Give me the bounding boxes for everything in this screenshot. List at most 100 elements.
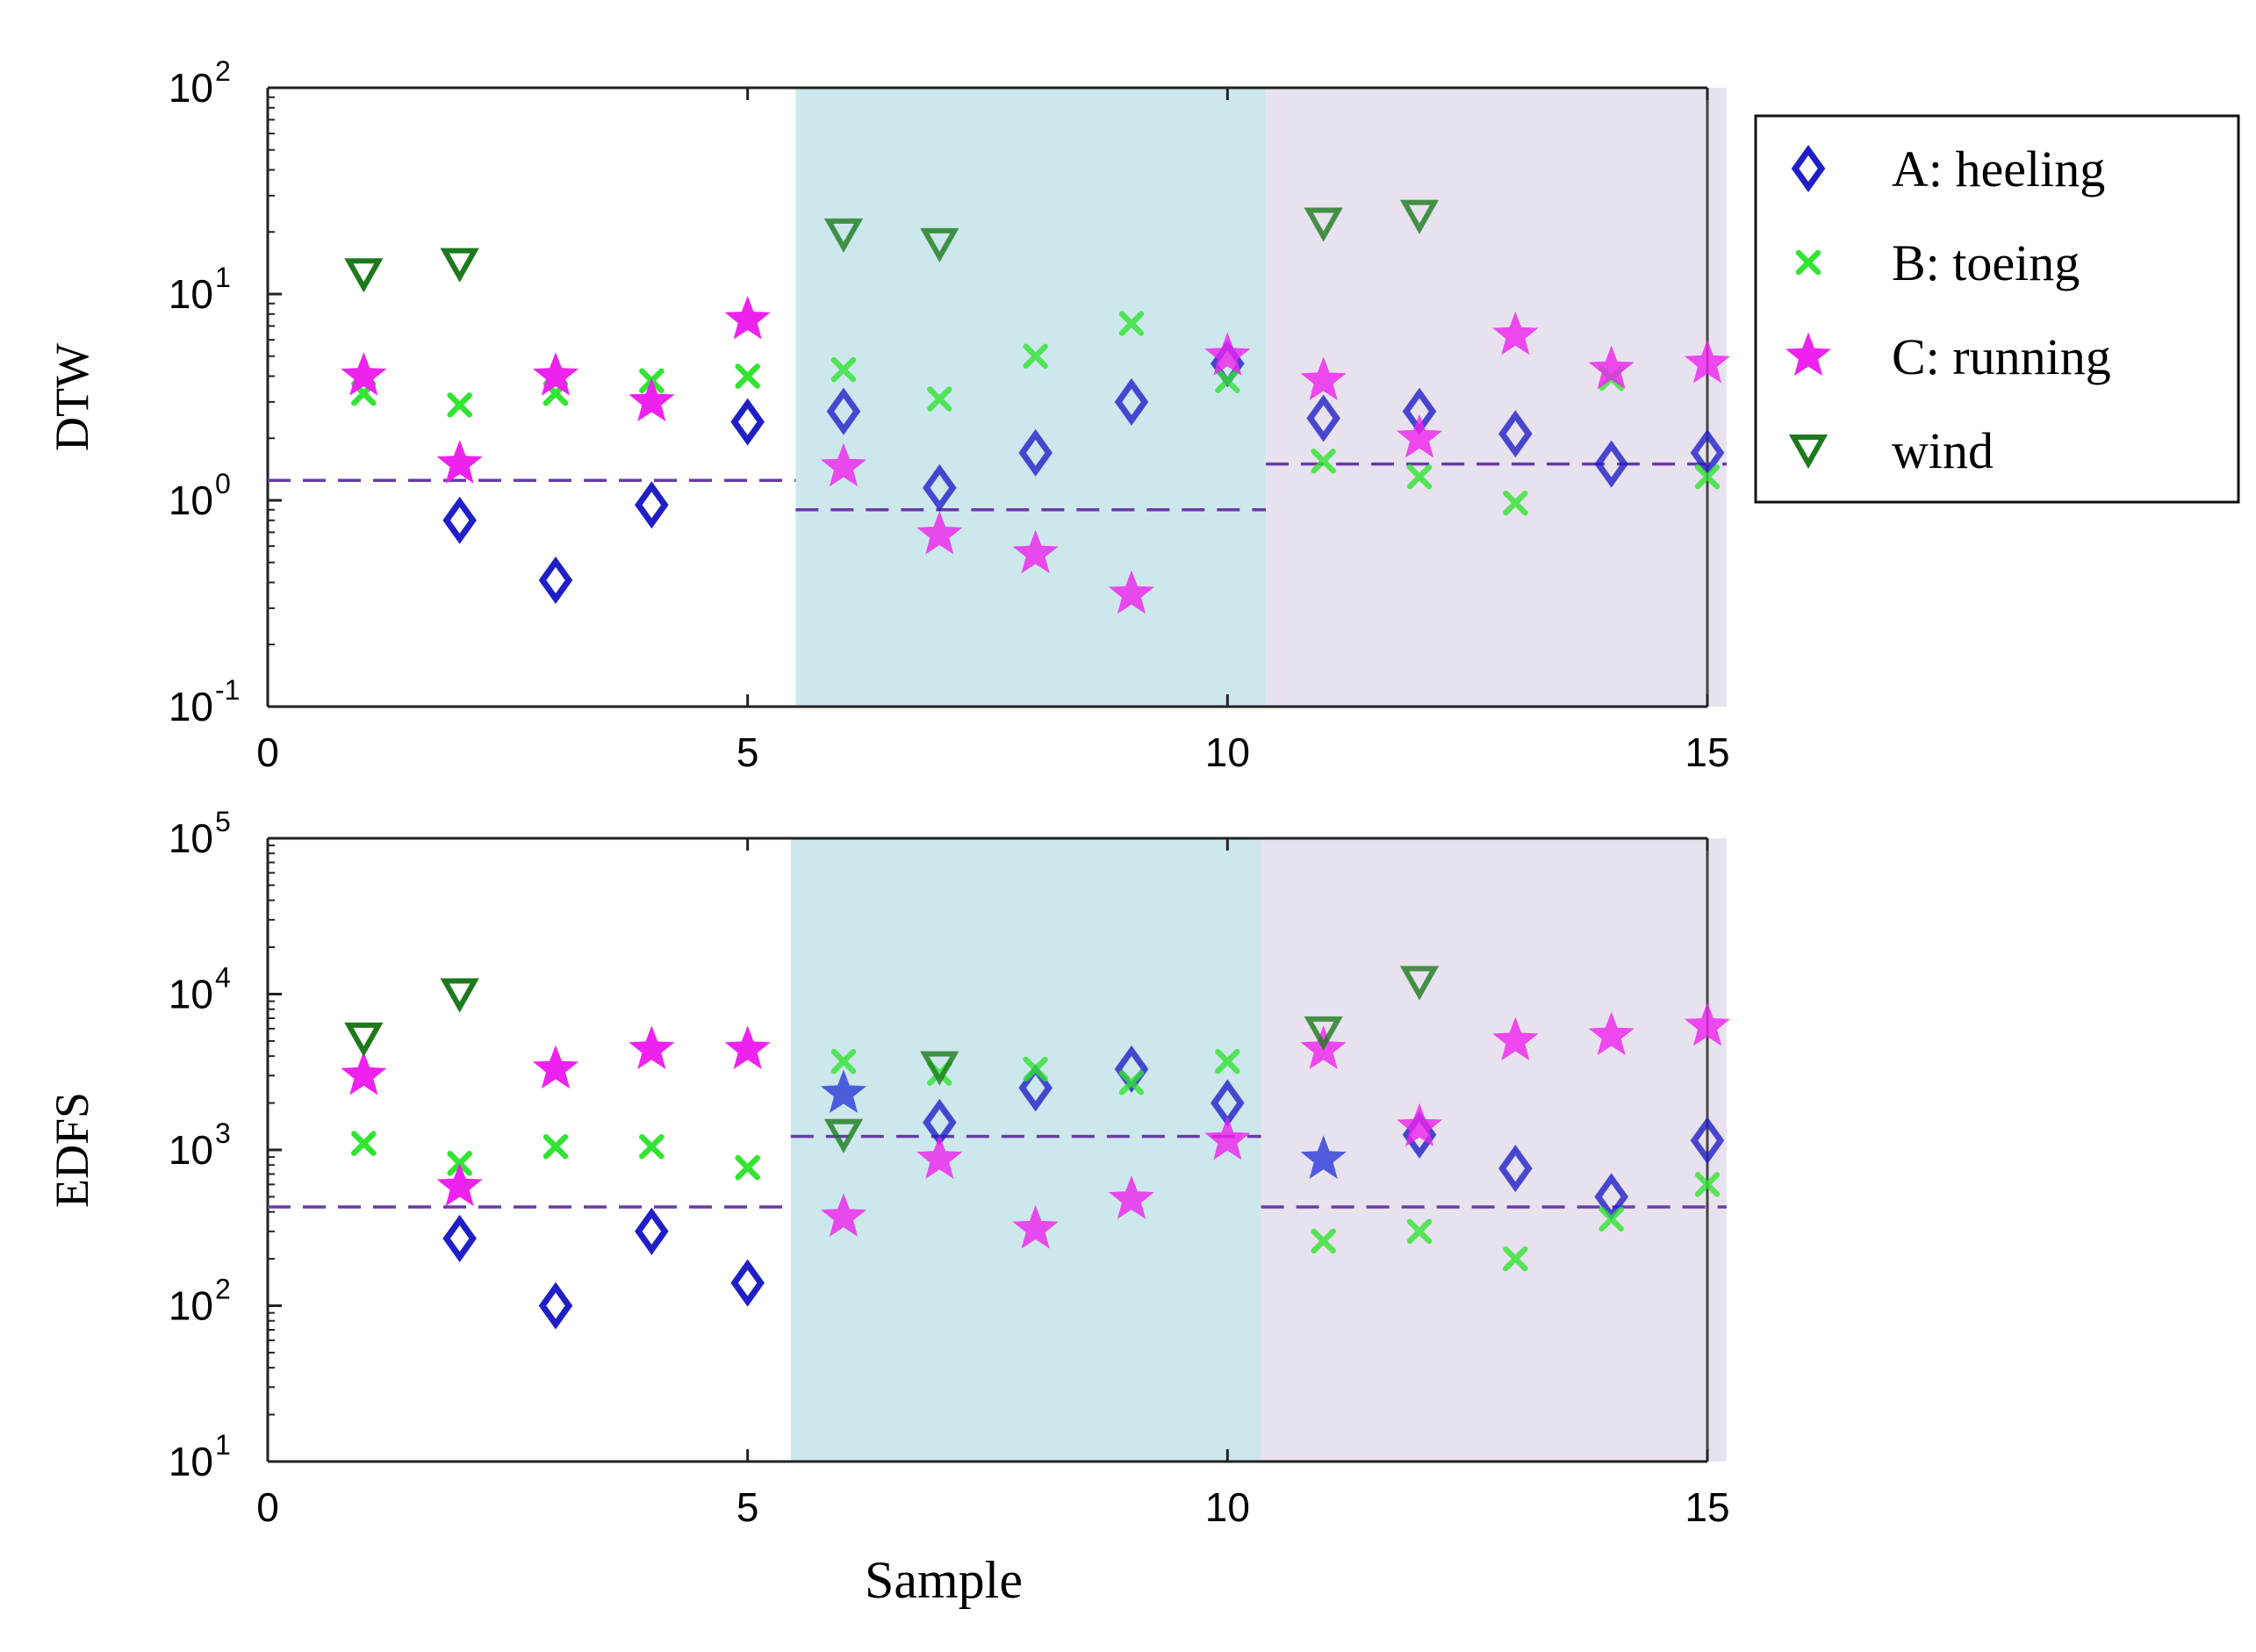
dtw-region-1 [795,88,1267,707]
edfs-point-b-toeing-15 [1694,1172,1721,1197]
dtw-point-b-toeing-11 [1311,449,1336,474]
dtw-point-b-toeing-5 [735,363,760,389]
edfs-point-c-running-10 [1204,1116,1251,1160]
legend-label-wind: wind [1892,422,1994,479]
dtw-y-tick-exponent: 0 [215,468,231,499]
dtw-point-a-heeling-6 [826,387,861,435]
dtw-point-a-heeling-3 [538,556,573,605]
edfs-point-a-heeling-15 [1690,1117,1725,1165]
edfs-point-b-toeing-6 [830,1048,857,1074]
dtw-point-c-running-7 [916,510,963,555]
dtw-point-c-running-12 [1396,413,1443,458]
dtw-point-c-running-5 [724,295,771,340]
edfs-point-b-toeing-3 [542,1133,569,1160]
edfs-point-b-toeing-12 [1406,1218,1433,1245]
dtw-point-a-heeling-11 [1306,394,1340,442]
edfs-x-tick-label: 0 [256,1484,279,1530]
dtw-y-tick-label: 10 [169,271,213,317]
dtw-point-a-heeling-5 [730,398,765,446]
edfs-point-a-heeling-9 [1114,1045,1149,1093]
dtw-x-tick-label: 15 [1685,729,1729,775]
dtw-point-c-running-11 [1300,356,1347,400]
edfs-point-c-running-3 [532,1045,579,1089]
dtw-point-b-toeing-15 [1694,463,1721,490]
dtw-point-c-running-4 [629,377,675,422]
edfs-point-b-toeing-1 [351,1131,377,1156]
dtw-point-a-heeling-13 [1498,410,1533,458]
dtw-y-tick-exponent: -1 [215,674,240,706]
edfs-point-a-heeling-star-6 [820,1069,867,1113]
edfs-point-a-heeling-8 [1018,1064,1053,1112]
edfs-point-c-running-15 [1684,1002,1731,1046]
edfs-y-tick-label: 10 [169,815,213,861]
dtw-point-c-running-9 [1108,570,1155,614]
legend: A: heeling B: toeing C: running wind [1754,114,2240,504]
dtw-point-a-heeling-15 [1690,428,1725,477]
dtw-point-b-toeing-10 [1215,368,1240,394]
edfs-point-a-heeling-5 [730,1259,765,1307]
edfs-point-c-running-7 [916,1135,963,1179]
edfs-series-wind [344,966,1440,1153]
edfs-point-c-running-4 [629,1025,675,1069]
dtw-region-2 [1266,88,1727,707]
dtw-point-c-running-8 [1012,529,1059,574]
edfs-point-a-heeling-2 [442,1214,477,1262]
dtw-point-b-toeing-12 [1406,463,1433,490]
dtw-point-b-toeing-6 [830,356,857,383]
edfs-point-b-toeing-4 [639,1133,665,1160]
dtw-point-c-running-14 [1588,345,1635,390]
legend-marker-c-running [1785,332,1832,377]
edfs-point-b-toeing-5 [735,1154,760,1181]
edfs-point-b-toeing-9 [1118,1070,1145,1095]
dtw-y-tick-exponent: 1 [215,262,231,293]
dtw-point-wind-6 [823,218,864,253]
dtw-point-b-toeing-9 [1118,311,1145,336]
edfs-point-b-toeing-10 [1215,1048,1240,1074]
edfs-y-tick-label: 10 [169,1439,213,1484]
dtw-point-wind-2 [440,248,479,283]
edfs-y-tick-exponent: 4 [215,962,231,994]
legend-box [1754,114,2240,504]
edfs-point-c-running-14 [1588,1011,1635,1056]
dtw-y-axis-label: DTW [46,343,98,451]
legend-marker-a-heeling [1791,144,1826,193]
dtw-series-c-running [341,295,1731,614]
edfs-region-1 [790,838,1261,1462]
dtw-series-a-heeling [442,340,1725,605]
edfs-point-a-heeling-13 [1498,1145,1533,1193]
edfs-point-b-toeing-8 [1023,1056,1048,1082]
dtw-point-c-running-1 [341,352,387,396]
dtw-point-a-heeling-8 [1018,428,1053,477]
edfs-point-c-running-5 [724,1025,771,1069]
dtw-y-tick-label: 10 [169,65,213,111]
dtw-point-a-heeling-9 [1114,377,1149,426]
edfs-point-wind-7 [920,1051,959,1086]
dtw-point-b-toeing-13 [1503,490,1528,516]
dtw-point-wind-7 [920,227,959,262]
edfs-y-axis-label: EDFS [46,1092,98,1208]
edfs-y-tick-label: 10 [169,972,213,1017]
edfs-x-tick-label: 10 [1205,1484,1250,1530]
dtw-x-tick-label: 5 [736,729,759,775]
dtw-point-c-running-3 [532,352,579,396]
dtw-point-c-running-6 [820,442,867,487]
legend-marker-wind [1788,435,1829,470]
dtw-series-wind [344,199,1440,293]
dtw-point-c-running-2 [436,440,483,484]
dtw-point-wind-12 [1399,199,1440,234]
edfs-point-c-running-2 [436,1162,483,1207]
edfs-y-tick-exponent: 3 [215,1117,231,1149]
legend-label-a-heeling: A: heeling [1892,140,2105,198]
edfs-series-b-toeing [351,1048,1721,1272]
edfs-point-a-heeling-3 [538,1282,573,1330]
edfs-point-c-running-1 [341,1051,387,1095]
dtw-y-tick-exponent: 2 [215,55,231,87]
edfs-point-c-running-13 [1492,1016,1539,1061]
dtw-y-tick-label: 10 [169,478,213,523]
edfs-region-2 [1261,838,1727,1462]
edfs-series-a-heeling-star [820,1069,1347,1179]
edfs-y-tick-label: 10 [169,1283,213,1329]
edfs-y-tick-label: 10 [169,1127,213,1173]
legend-label-b-toeing: B: toeing [1892,234,2080,291]
